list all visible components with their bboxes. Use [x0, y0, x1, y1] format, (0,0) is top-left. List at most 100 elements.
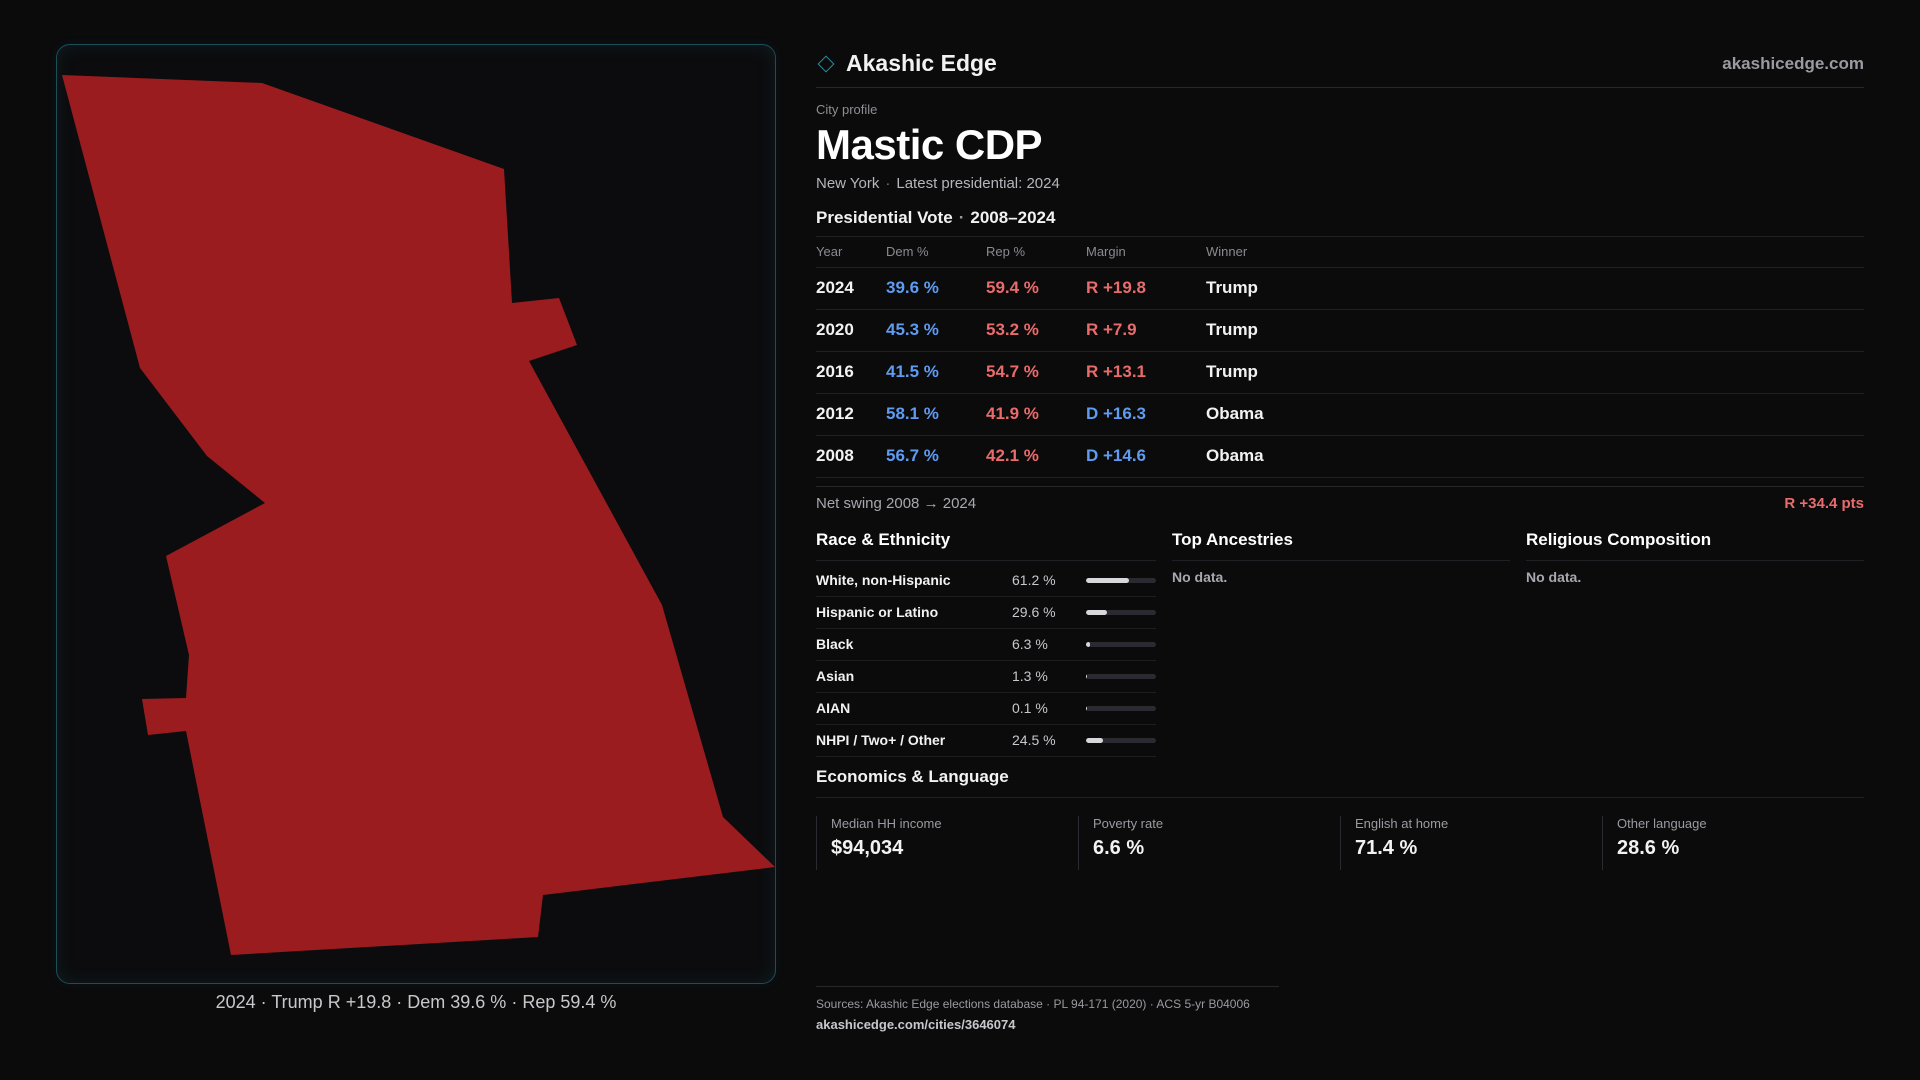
- brand-name[interactable]: Akashic Edge: [846, 50, 997, 76]
- caption-year: 2024: [215, 992, 256, 1012]
- caption-dem: Dem 39.6 %: [407, 992, 507, 1012]
- race-section: Race & Ethnicity White, non-Hispanic 61.…: [816, 530, 1156, 757]
- cell-dem: 58.1 %: [886, 393, 986, 436]
- race-name: AIAN: [816, 700, 851, 716]
- vote-title: Presidential Vote: [816, 208, 953, 227]
- race-value: 1.3 %: [1012, 668, 1048, 684]
- race-bar-fill: [1086, 609, 1107, 615]
- cell-winner: Trump: [1206, 267, 1864, 310]
- cell-winner: Trump: [1206, 309, 1864, 352]
- vote-table: Year Dem % Rep % Margin Winner 2024 39.6…: [816, 237, 1864, 478]
- col-header-dem: Dem %: [886, 237, 986, 268]
- ancestries-title: Top Ancestries: [1172, 530, 1510, 561]
- stat-value: $94,034: [831, 836, 904, 859]
- table-row: 2016 41.5 % 54.7 % R +13.1 Trump: [816, 351, 1864, 394]
- city-boundary-map[interactable]: [57, 45, 776, 984]
- cell-dem: 56.7 %: [886, 435, 986, 478]
- caption-sep: ·: [396, 992, 403, 1012]
- stat-label: Median HH income: [831, 815, 942, 831]
- table-row: 2008 56.7 % 42.1 % D +14.6 Obama: [816, 435, 1864, 478]
- cell-dem: 45.3 %: [886, 309, 986, 352]
- stat-value: 6.6 %: [1093, 836, 1145, 859]
- caption-winner: Trump: [271, 992, 323, 1012]
- map-panel[interactable]: [56, 44, 776, 984]
- cell-rep: 59.4 %: [986, 267, 1086, 310]
- list-item: Hispanic or Latino 29.6 %: [816, 597, 1156, 629]
- cell-rep: 54.7 %: [986, 351, 1086, 394]
- race-value: 0.1 %: [1012, 700, 1048, 716]
- vote-range: 2008–2024: [970, 208, 1056, 227]
- brand-url-link[interactable]: akashicedge.com: [1722, 53, 1864, 73]
- race-value: 61.2 %: [1012, 572, 1056, 588]
- religion-title: Religious Composition: [1526, 530, 1864, 561]
- state-name: New York: [816, 175, 880, 192]
- race-bar-fill: [1086, 641, 1091, 647]
- cell-year: 2024: [816, 267, 886, 310]
- race-bar: [1086, 673, 1156, 679]
- caption-margin: R +19.8: [327, 992, 392, 1012]
- race-bar-fill: [1086, 577, 1129, 583]
- brand[interactable]: Akashic Edge: [816, 50, 997, 77]
- caption-sep: ·: [511, 992, 518, 1012]
- cell-margin: D +16.3: [1086, 393, 1206, 436]
- vote-table-header: Year Dem % Rep % Margin Winner: [816, 237, 1864, 268]
- race-bar-fill: [1086, 673, 1088, 679]
- cell-winner: Obama: [1206, 393, 1864, 436]
- cell-winner: Trump: [1206, 351, 1864, 394]
- race-name: Hispanic or Latino: [816, 604, 939, 620]
- race-name: NHPI / Two+ / Other: [816, 732, 946, 748]
- header-bar: Akashic Edge akashicedge.com: [816, 44, 1864, 88]
- sources-text: Sources: Akashic Edge elections database…: [816, 997, 1250, 1011]
- cell-rep: 42.1 %: [986, 435, 1086, 478]
- list-item: AIAN 0.1 %: [816, 693, 1156, 725]
- page-eyebrow: City profile: [816, 102, 878, 117]
- stat-card-other-language: Other language 28.6 %: [1602, 815, 1864, 870]
- subtitle-sep: ·: [885, 175, 891, 192]
- list-item: NHPI / Two+ / Other 24.5 %: [816, 725, 1156, 757]
- race-name: White, non-Hispanic: [816, 572, 951, 588]
- race-bar: [1086, 577, 1156, 583]
- race-bar-fill: [1086, 737, 1104, 743]
- race-value: 24.5 %: [1012, 732, 1056, 748]
- table-row: 2020 45.3 % 53.2 % R +7.9 Trump: [816, 309, 1864, 352]
- economics-cards: Median HH income $94,034 Poverty rate 6.…: [816, 815, 1864, 870]
- page-title: Mastic CDP: [816, 121, 1043, 168]
- list-item: Asian 1.3 %: [816, 661, 1156, 693]
- cell-year: 2012: [816, 393, 886, 436]
- stat-label: English at home: [1355, 815, 1449, 831]
- cell-margin: D +14.6: [1086, 435, 1206, 478]
- table-row: 2012 58.1 % 41.9 % D +16.3 Obama: [816, 393, 1864, 436]
- race-bar-fill: [1086, 705, 1088, 711]
- cell-winner: Obama: [1206, 435, 1864, 478]
- race-value: 29.6 %: [1012, 604, 1056, 620]
- cell-year: 2016: [816, 351, 886, 394]
- cell-rep: 53.2 %: [986, 309, 1086, 352]
- stat-label: Other language: [1617, 815, 1707, 831]
- cell-rep: 41.9 %: [986, 393, 1086, 436]
- stat-card-english: English at home 71.4 %: [1340, 815, 1602, 870]
- diamond-icon: [817, 55, 835, 72]
- footer-url-link[interactable]: akashicedge.com/cities/3646074: [816, 1017, 1016, 1032]
- city-boundary-shape[interactable]: [62, 75, 775, 955]
- vote-title-sep: ·: [958, 208, 965, 227]
- col-header-year: Year: [816, 237, 886, 268]
- stat-card-poverty: Poverty rate 6.6 %: [1078, 815, 1340, 870]
- race-bar: [1086, 737, 1156, 743]
- list-item: Black 6.3 %: [816, 629, 1156, 661]
- race-bar: [1086, 705, 1156, 711]
- caption-sep: ·: [260, 992, 267, 1012]
- race-value: 6.3 %: [1012, 636, 1048, 652]
- vote-section-title: Presidential Vote · 2008–2024: [816, 208, 1864, 237]
- religion-section: Religious Composition No data.: [1526, 530, 1864, 757]
- net-swing-label: Net swing 2008 → 2024: [816, 494, 977, 512]
- demographics-columns: Race & Ethnicity White, non-Hispanic 61.…: [816, 530, 1864, 757]
- cell-margin: R +13.1: [1086, 351, 1206, 394]
- race-list: White, non-Hispanic 61.2 % Hispanic or L…: [816, 565, 1156, 757]
- ancestries-empty: No data.: [1172, 568, 1228, 585]
- table-row: 2024 39.6 % 59.4 % R +19.8 Trump: [816, 267, 1864, 310]
- footer: Sources: Akashic Edge elections database…: [816, 986, 1279, 1032]
- race-section-title: Race & Ethnicity: [816, 530, 1156, 561]
- stat-value: 71.4 %: [1355, 836, 1418, 859]
- race-name: Black: [816, 636, 854, 652]
- net-swing-value: R +34.4 pts: [1784, 494, 1864, 512]
